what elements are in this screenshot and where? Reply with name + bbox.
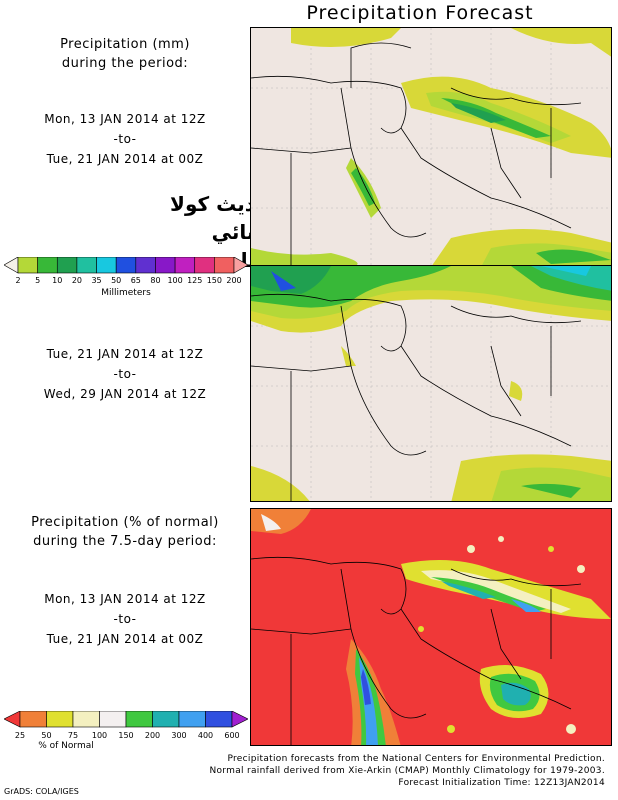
legend-swatch xyxy=(155,256,176,274)
legend-tick-label: 400 xyxy=(197,731,214,740)
legend-tick-label: 300 xyxy=(171,731,187,740)
map-precip-week1 xyxy=(250,27,612,266)
panel3-end: Tue, 21 JAN 2014 at 00Z xyxy=(46,632,204,646)
legend-tick-label: 65 xyxy=(130,276,141,285)
panel3-start: Mon, 13 JAN 2014 at 12Z xyxy=(44,592,206,606)
legend-swatch xyxy=(76,256,97,274)
legend-tick-label: 80 xyxy=(150,276,161,285)
legend-tick-label: 50 xyxy=(41,731,52,740)
legend-tick-label: 600 xyxy=(224,731,240,740)
legend-pct-unit: % of Normal xyxy=(38,741,94,751)
footer-line1: Precipitation forecasts from the Nationa… xyxy=(227,754,605,764)
legend-swatch xyxy=(194,256,215,274)
legend-swatch xyxy=(46,710,74,728)
legend-tick-label: 150 xyxy=(118,731,134,740)
legend-tick-label: 100 xyxy=(91,731,108,740)
panel1-heading-line2: during the period: xyxy=(61,56,189,71)
legend-swatch xyxy=(72,710,100,728)
legend-swatch xyxy=(205,710,233,728)
panel1-start: Mon, 13 JAN 2014 at 12Z xyxy=(44,112,206,126)
legend-tick-label: 200 xyxy=(226,276,242,285)
legend-swatch xyxy=(214,256,235,274)
legend-swatch xyxy=(178,710,206,728)
panel3-heading-line2: during the 7.5-day period: xyxy=(33,534,217,549)
footer-notes: Precipitation forecasts from the Nationa… xyxy=(150,753,605,789)
legend-tick-label: 100 xyxy=(167,276,183,285)
legend-mm-bar xyxy=(3,256,249,274)
legend-swatch xyxy=(17,256,38,274)
legend-swatch xyxy=(19,710,47,728)
legend-tick-label: 150 xyxy=(206,276,222,285)
legend-swatch xyxy=(135,256,156,274)
legend-swatch xyxy=(125,710,153,728)
legend-swatch xyxy=(56,256,78,274)
legend-tick-label: 35 xyxy=(91,276,102,285)
legend-tick-label: 25 xyxy=(14,731,26,740)
panel2-period: Tue, 21 JAN 2014 at 12Z -to- Wed, 29 JAN… xyxy=(10,345,240,403)
legend-tick-label: 125 xyxy=(187,276,203,285)
legend-tick-label: 20 xyxy=(71,276,82,285)
panel2-end: Wed, 29 JAN 2014 at 12Z xyxy=(43,387,207,401)
map-precip-week2 xyxy=(250,265,612,502)
panel2-sep: -to- xyxy=(113,367,137,381)
map-precip-percent-normal xyxy=(250,508,612,746)
panel1-heading: Precipitation (mm) during the period: xyxy=(10,35,240,73)
panel1-heading-line1: Precipitation (mm) xyxy=(60,37,190,52)
legend-mm-unit: Millimeters xyxy=(101,288,151,298)
legend-tick-label: 200 xyxy=(144,731,161,740)
legend-tick-label: 10 xyxy=(52,276,63,285)
legend-swatch xyxy=(115,256,137,274)
footer-line3: Forecast Initialization Time: 12Z13JAN20… xyxy=(398,778,605,788)
panel1-sep: -to- xyxy=(113,132,137,146)
credit: GrADS: COLA/IGES xyxy=(4,787,79,796)
legend-mm: 2 5 10 20 35 50 65 80 100 125 150 200 Millimeters xyxy=(3,256,249,298)
footer-line2: Normal rainfall derived from Xie-Arkin (… xyxy=(209,766,605,776)
legend-swatch xyxy=(152,710,180,728)
panel3-sep: -to- xyxy=(113,612,137,626)
panel1-end: Tue, 21 JAN 2014 at 00Z xyxy=(46,152,204,166)
legend-swatch xyxy=(174,256,196,274)
panel3-heading: Precipitation (% of normal) during the 7… xyxy=(10,513,240,551)
panel3-heading-line1: Precipitation (% of normal) xyxy=(31,515,219,530)
legend-tick-label: 50 xyxy=(111,276,122,285)
legend-pct: 25 50 75 100 150 200 300 400 600 % of Normal xyxy=(3,710,249,755)
legend-swatch xyxy=(37,256,58,274)
legend-tick-label: 75 xyxy=(67,731,79,740)
page-title: Precipitation Forecast xyxy=(306,2,534,24)
panel1-period: Mon, 13 JAN 2014 at 12Z -to- Tue, 21 JAN… xyxy=(10,110,240,168)
legend-tick-label: 5 xyxy=(35,276,41,285)
panel2-start: Tue, 21 JAN 2014 at 12Z xyxy=(46,347,204,361)
legend-tick-label: 2 xyxy=(15,276,21,285)
legend-swatch xyxy=(96,256,117,274)
panel3-period: Mon, 13 JAN 2014 at 12Z -to- Tue, 21 JAN… xyxy=(10,590,240,648)
legend-swatch xyxy=(99,710,127,728)
legend-pct-bar xyxy=(3,710,249,728)
